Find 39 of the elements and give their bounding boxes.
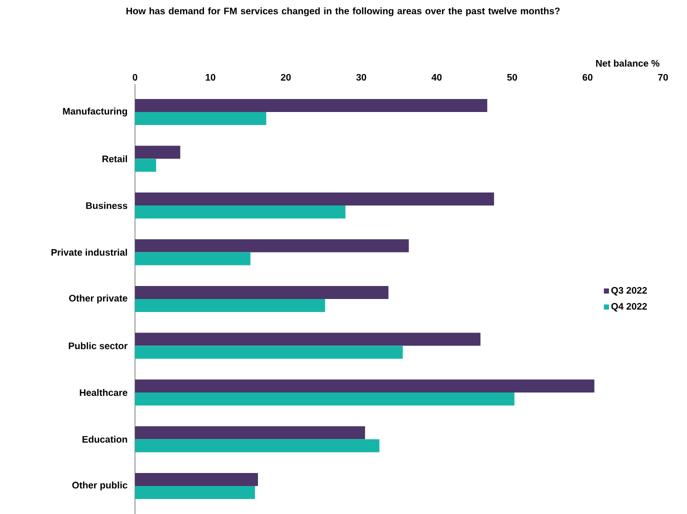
bar [135,472,258,486]
bar [135,486,255,499]
y-tick-label: Other private [69,294,128,304]
bar [135,379,594,392]
bar [135,192,494,206]
bar [135,99,488,112]
x-tick-label: 60 [582,74,592,81]
bar [135,299,326,312]
y-tick-label: Other public [72,482,128,490]
bar [135,392,514,406]
x-tick-label: 40 [432,74,442,81]
x-tick-label: 50 [507,74,518,81]
bar [135,146,180,159]
x-tick-label: 70 [658,74,668,81]
x-tick-label: 20 [280,74,291,81]
y-tick-label: Private industrial [51,248,127,256]
bar [135,439,380,452]
bar [135,158,156,172]
bar [135,332,480,346]
chart-title: How has demand for FM services changed in the following areas over the past twelve months? [126,7,560,16]
y-tick-label: Education [82,436,128,443]
bar [135,252,250,266]
y-tick-label: Business [86,202,128,210]
bar [135,346,403,359]
x-tick-label: 30 [356,74,366,81]
y-tick-label: Public sector [68,342,128,350]
legend-label: Q4 2022 [611,303,647,312]
x-tick-label: 0 [132,74,138,81]
y-tick-label: Retail [102,155,127,162]
bar [135,426,366,440]
legend-label: Q3 2022 [611,286,647,296]
x-tick-label: 10 [206,74,216,81]
y-tick-label: Healthcare [80,389,128,396]
bar [135,239,409,252]
bar [135,112,266,126]
bar [135,286,388,300]
y-tick-label: Manufacturing [63,108,128,116]
bar [135,206,346,219]
x-axis-title: Net balance % [596,60,660,67]
